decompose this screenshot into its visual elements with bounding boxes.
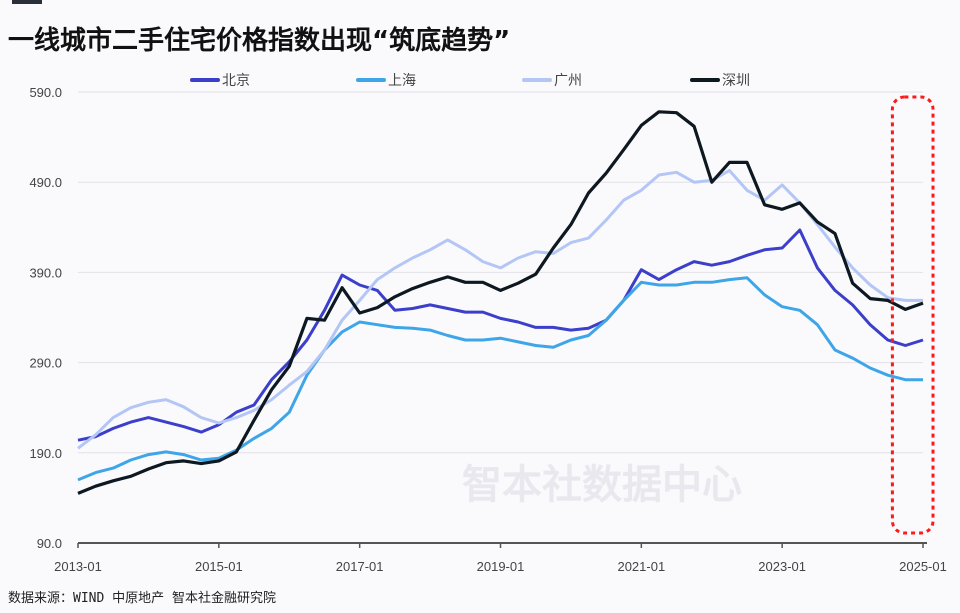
legend-label: 上海: [388, 73, 416, 89]
x-tick-label: 2015-01: [195, 559, 243, 574]
watermark: 智本社数据中心: [462, 462, 742, 508]
source-note: 数据来源：WIND 中原地产 智本社金融研究院: [8, 591, 276, 606]
y-tick-label: 90.0: [37, 536, 62, 551]
legend-label: 深圳: [722, 73, 750, 89]
series-3: [77, 110, 924, 495]
x-tick-label: 2019-01: [477, 559, 525, 574]
y-tick-label: 490.0: [29, 175, 62, 190]
chart-title: 一线城市二手住宅价格指数出现“筑底趋势”: [8, 26, 511, 56]
highlight-box: [890, 95, 935, 535]
x-tick-label: 2025-01: [899, 559, 947, 574]
series-line: [77, 276, 923, 482]
x-tick-label: 2021-01: [617, 559, 665, 574]
series-line: [77, 110, 924, 495]
top-bar: [12, 0, 42, 4]
y-tick-label: 590.0: [29, 85, 62, 100]
x-tick-label: 2017-01: [336, 559, 384, 574]
series-2: [77, 169, 924, 450]
series-0: [77, 228, 924, 442]
legend-label: 广州: [554, 73, 582, 89]
y-tick-label: 190.0: [29, 446, 62, 461]
y-tick-label: 290.0: [29, 356, 62, 371]
y-tick-label: 390.0: [29, 265, 62, 280]
series-1: [77, 276, 924, 482]
x-tick-label: 2013-01: [54, 559, 102, 574]
legend-label: 北京: [222, 73, 250, 89]
series-line: [77, 228, 924, 442]
x-tick-label: 2023-01: [758, 559, 806, 574]
